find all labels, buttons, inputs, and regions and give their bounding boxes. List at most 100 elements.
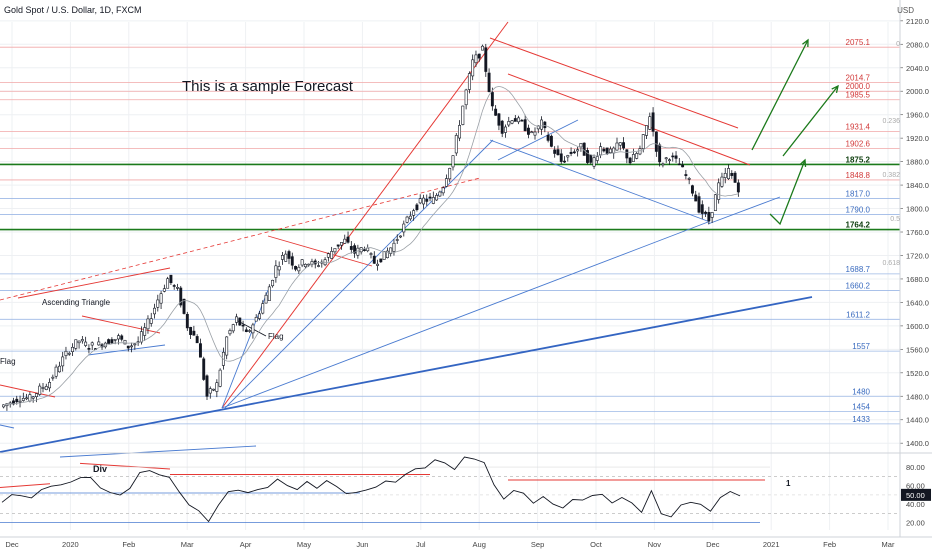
level-label-13: 1611.2	[846, 310, 870, 319]
candle-body-174	[572, 151, 576, 154]
x-tick-label-14: Feb	[823, 540, 836, 549]
candle-body-74	[244, 329, 248, 332]
candle-body-54	[179, 287, 183, 306]
candle-body-140	[461, 105, 465, 125]
red-line-mid-channel	[507, 73, 751, 166]
candle-body-77	[254, 317, 258, 322]
candle-body-220	[723, 173, 727, 178]
currency-label: USD	[897, 6, 914, 15]
candle-body-187	[615, 142, 619, 151]
candle-body-89	[294, 266, 298, 270]
candle-body-150	[494, 108, 498, 116]
candle-body-60	[198, 343, 202, 358]
candle-body-146	[481, 45, 484, 51]
candle-body-135	[444, 178, 448, 187]
candle-body-132	[435, 195, 439, 201]
forecast-arrow-top-head	[802, 38, 809, 48]
candle-body-128	[422, 197, 425, 205]
candle-body-165	[543, 121, 547, 129]
candle-body-115	[379, 258, 383, 263]
forecast-arrow-mid-head	[831, 84, 839, 93]
level-label-14: 1557	[852, 342, 870, 351]
candle-body-195	[641, 134, 645, 150]
candle-body-207	[681, 164, 685, 168]
candle-body-120	[395, 239, 399, 241]
candle-body-44	[146, 318, 150, 330]
forecast-text: This is a sample Forecast	[182, 78, 354, 95]
candle-body-159	[523, 119, 527, 132]
candle-body-160	[526, 127, 530, 135]
candle-body-26	[87, 348, 91, 350]
candle-body-137	[451, 155, 455, 168]
candle-body-72	[238, 317, 242, 326]
candle-body-18	[61, 356, 65, 367]
level-label-10: 1764.2	[846, 221, 871, 230]
candle-body-155	[510, 120, 514, 124]
candle-body-108	[356, 247, 360, 256]
candle-body-210	[690, 185, 694, 194]
rsi-marker-label: 1	[786, 479, 791, 488]
candle-body-151	[497, 113, 501, 126]
candle-body-15	[51, 376, 55, 379]
rsi-tick-label-3: 20.00	[906, 519, 925, 528]
candle-body-161	[530, 131, 534, 134]
candle-body-13	[44, 386, 48, 390]
x-tick-label-2: Feb	[122, 540, 135, 549]
candle-body-205	[674, 155, 678, 159]
blue-line-rally-support	[224, 139, 494, 409]
y-tick-label-1: 2080.0	[906, 40, 929, 49]
candle-body-64	[212, 388, 216, 391]
candle-body-9	[31, 396, 35, 399]
candle-body-91	[300, 259, 304, 266]
candle-body-184	[605, 147, 609, 155]
candle-body-73	[241, 324, 245, 327]
candle-body-110	[362, 249, 366, 251]
candle-body-206	[677, 163, 681, 166]
candle-body-23	[77, 340, 81, 344]
y-tick-label-10: 1720.0	[906, 251, 929, 260]
candle-body-0	[2, 404, 6, 408]
candle-body-43	[143, 327, 147, 336]
candle-body-84	[277, 266, 281, 271]
level-label-12: 1660.2	[846, 282, 871, 291]
candle-body-123	[405, 216, 409, 223]
candle-body-171	[563, 160, 566, 163]
level-label-15: 1480	[852, 387, 870, 396]
rsi-tick-label-0: 80.00	[906, 463, 925, 472]
candle-body-124	[408, 215, 412, 220]
rsi-current-label: 50.00	[906, 491, 925, 500]
candle-body-103	[340, 242, 343, 246]
y-tick-label-15: 1520.0	[906, 369, 929, 378]
level-label-0: 2075.1	[846, 38, 871, 47]
level-label-1: 2014.7	[846, 74, 871, 83]
candle-body-201	[661, 163, 665, 166]
candle-body-76	[251, 324, 255, 334]
candle-body-215	[707, 212, 711, 222]
y-tick-label-4: 1960.0	[906, 111, 929, 120]
y-tick-label-16: 1480.0	[906, 392, 929, 401]
candle-body-197	[648, 116, 652, 130]
candle-body-24	[80, 339, 84, 342]
candle-body-19	[64, 350, 68, 356]
candle-body-158	[520, 119, 524, 122]
y-tick-label-9: 1760.0	[906, 228, 929, 237]
candle-body-32	[107, 339, 111, 344]
ma-line	[3, 85, 739, 406]
candle-body-38	[126, 345, 130, 349]
x-tick-label-9: Sep	[531, 540, 544, 549]
candle-body-199	[654, 131, 658, 152]
level-label-2: 2000.0	[846, 82, 871, 91]
fib-label-0618: 0.618	[882, 260, 900, 267]
x-tick-label-6: Jun	[356, 540, 368, 549]
candle-body-224	[736, 182, 740, 193]
candle-body-182	[599, 146, 603, 156]
candle-body-57	[189, 326, 193, 335]
y-tick-label-12: 1640.0	[906, 298, 929, 307]
blue-line-left-stub	[0, 424, 15, 429]
candle-body-35	[116, 335, 120, 340]
red-dashed-trend	[0, 177, 481, 301]
blue-line-triangle-base	[87, 344, 166, 356]
candle-body-172	[566, 155, 570, 158]
